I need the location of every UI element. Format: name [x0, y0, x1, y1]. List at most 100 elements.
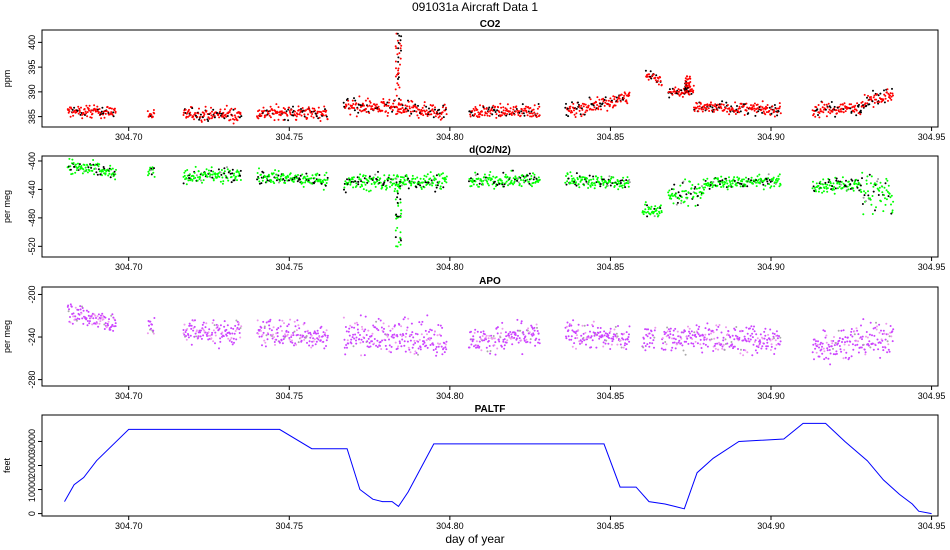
data-point [413, 110, 416, 112]
data-point [746, 351, 749, 354]
data-point [889, 196, 892, 199]
data-point [734, 334, 737, 337]
data-point [853, 333, 856, 336]
data-point [664, 348, 667, 351]
data-point [208, 117, 211, 120]
data-point [845, 351, 848, 354]
data-point [351, 99, 354, 102]
data-point [150, 113, 153, 116]
data-point [434, 108, 436, 111]
data-point [185, 335, 187, 337]
data-point [699, 343, 702, 346]
data-point [827, 111, 830, 113]
data-point [874, 344, 877, 347]
data-point [604, 101, 607, 104]
data-point [422, 181, 424, 184]
data-point [699, 338, 702, 341]
data-point [110, 314, 113, 317]
data-point [73, 165, 76, 168]
data-point [536, 326, 538, 329]
data-point [582, 332, 585, 335]
data-point [222, 335, 225, 338]
data-point [406, 105, 409, 108]
data-point [220, 169, 223, 171]
data-point [221, 331, 224, 334]
data-point [653, 211, 655, 213]
data-point [690, 187, 693, 190]
data-point [90, 316, 93, 319]
data-point [682, 331, 685, 334]
data-point [190, 327, 193, 330]
data-point [269, 116, 272, 119]
data-point [342, 101, 345, 104]
data-point [204, 331, 207, 334]
data-point [202, 114, 205, 117]
data-point [721, 100, 724, 103]
data-point [890, 203, 892, 206]
data-point [685, 336, 688, 339]
data-point [418, 338, 421, 341]
data-point [537, 181, 540, 183]
data-point [193, 171, 196, 174]
data-point [442, 347, 445, 350]
data-point [81, 113, 84, 116]
data-point [344, 326, 347, 328]
data-point [538, 105, 541, 108]
data-point [716, 342, 719, 345]
data-point [779, 336, 782, 339]
data-point [861, 171, 864, 174]
data-point [375, 320, 378, 323]
data-point [749, 338, 752, 341]
data-point [109, 107, 112, 110]
data-point [733, 327, 736, 330]
data-point [106, 105, 109, 108]
data-point [881, 185, 884, 188]
data-point [272, 113, 275, 115]
data-point [281, 342, 284, 345]
data-point [90, 109, 93, 112]
data-point [717, 325, 720, 328]
data-point [738, 111, 741, 114]
data-point [892, 94, 894, 97]
data-point [884, 338, 887, 341]
data-point [751, 354, 754, 357]
data-point [604, 186, 607, 189]
data-point [879, 356, 882, 359]
data-point [344, 180, 347, 183]
data-point [832, 182, 835, 185]
data-point [194, 112, 197, 114]
data-point [833, 186, 836, 188]
data-point [404, 335, 407, 338]
data-point [396, 196, 399, 199]
data-point [778, 102, 781, 105]
data-point [362, 188, 365, 191]
data-point [374, 173, 377, 176]
data-point [79, 113, 82, 116]
data-point [648, 332, 651, 335]
data-point [312, 337, 315, 340]
data-point [624, 338, 627, 341]
data-point [757, 346, 760, 349]
data-point [772, 176, 775, 179]
data-point [317, 338, 320, 341]
data-point [414, 103, 417, 106]
data-point [672, 195, 674, 197]
data-point [682, 349, 685, 352]
data-point [75, 169, 78, 172]
data-point [778, 173, 781, 176]
data-point [821, 342, 824, 345]
data-point [306, 108, 309, 111]
data-point [581, 108, 584, 111]
data-point [520, 185, 523, 188]
data-point [420, 323, 423, 326]
data-point [435, 346, 438, 348]
data-point [778, 107, 781, 110]
data-point [573, 109, 575, 112]
data-point [689, 332, 691, 335]
data-point [839, 348, 842, 351]
data-point [845, 179, 847, 182]
data-point [761, 337, 764, 340]
data-point [649, 337, 652, 339]
data-point [373, 182, 376, 185]
data-point [882, 98, 885, 101]
